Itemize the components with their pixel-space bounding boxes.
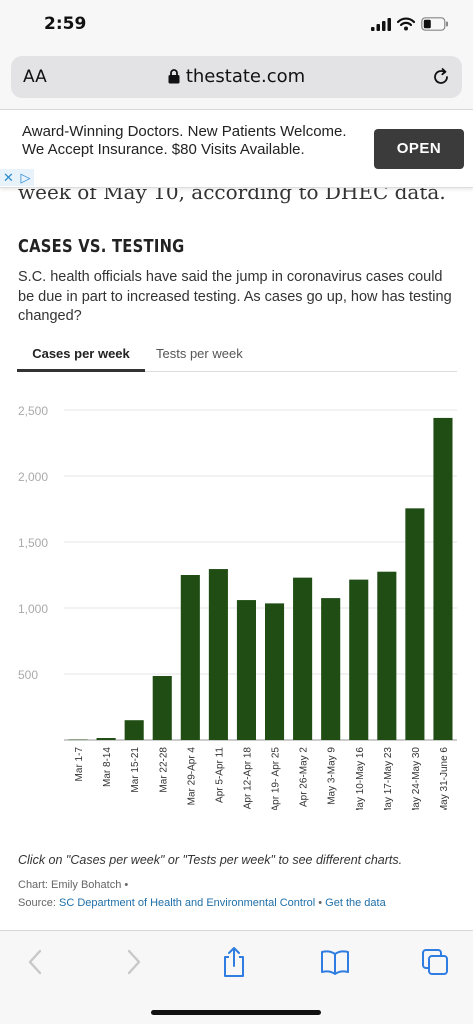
bar[interactable] (124, 720, 144, 740)
x-tick-label: Apr 5-Apr 11 (214, 747, 225, 803)
battery-icon (421, 17, 448, 31)
cases-bar-chart: 500 1,000 1,500 2,000 2,500 Mar 1-7 Mar 8-14 Ma… (18, 404, 457, 810)
source-link[interactable]: SC Department of Health and Environmenta… (58, 897, 316, 909)
source-separator: • (318, 897, 323, 909)
chart-source: Source: SC Department of Health and Envi… (18, 897, 386, 909)
signal-icon (371, 17, 391, 31)
y-tick-label: 1,500 (18, 536, 48, 550)
x-tick-label: Apr 19- Apr 25 (271, 747, 282, 810)
share-icon (224, 947, 244, 977)
forward-icon (127, 949, 141, 975)
x-tick-label: May 24-May 30 (411, 747, 422, 810)
bar[interactable] (293, 577, 313, 740)
ad-choices[interactable]: ✕ ▷ (0, 169, 34, 186)
x-tick-label: May 3-May 9 (327, 747, 338, 805)
lock-icon (168, 69, 180, 84)
intro-paragraph: S.C. health officials have said the jump… (18, 269, 452, 324)
bar[interactable] (433, 417, 453, 740)
y-tick-label: 2,000 (18, 470, 48, 484)
bar[interactable] (349, 579, 369, 740)
source-label: Source: (18, 897, 56, 909)
bar[interactable] (208, 569, 228, 740)
bar[interactable] (68, 739, 88, 741)
status-time: 2:59 (44, 14, 87, 34)
ad-open-button[interactable]: OPEN (374, 129, 464, 169)
tabs-button[interactable] (418, 945, 452, 979)
x-tick-label: Mar 15-21 (130, 747, 141, 793)
aa-label: AA (23, 67, 47, 87)
ad-choices-icon[interactable]: ▷ (17, 169, 34, 186)
x-tick-label: Mar 22-28 (158, 747, 169, 793)
tab-cases-per-week[interactable]: Cases per week (17, 346, 145, 372)
reader-options-button[interactable]: AA (23, 67, 47, 87)
bookmarks-button[interactable] (318, 945, 352, 979)
chart-tabs: Cases per week Tests per week (17, 343, 457, 372)
url-text: thestate.com (185, 66, 306, 87)
tabs-icon (422, 949, 448, 975)
back-button[interactable] (18, 945, 52, 979)
status-bar: 2:59 (0, 0, 473, 52)
bookmarks-icon (321, 950, 349, 975)
x-tick-label: Apr 26-May 2 (299, 747, 310, 807)
browser-toolbar: AA thestate.com (0, 52, 473, 110)
bar[interactable] (96, 738, 116, 740)
y-tick-label: 1,000 (18, 602, 48, 616)
status-icons (371, 17, 449, 31)
x-tick-label: Mar 1-7 (74, 747, 85, 782)
share-button[interactable] (217, 945, 251, 979)
get-data-link[interactable]: Get the data (325, 897, 386, 909)
y-tick-label: 500 (18, 668, 38, 682)
bottom-toolbar (0, 930, 473, 1024)
bar[interactable] (321, 598, 341, 740)
bar[interactable] (152, 675, 172, 740)
bar[interactable] (405, 508, 425, 740)
x-tick-label: May 17-May 23 (383, 747, 394, 810)
x-tick-label: May 10-May 16 (355, 747, 366, 810)
ad-banner[interactable]: Award-Winning Doctors. New Patients Welc… (0, 112, 473, 188)
bar[interactable] (180, 575, 200, 740)
x-tick-label: Mar 29-Apr 4 (186, 747, 197, 806)
address-bar[interactable]: AA thestate.com (11, 56, 462, 98)
reload-icon[interactable] (430, 66, 452, 88)
tab-tests-per-week[interactable]: Tests per week (156, 346, 243, 361)
back-icon (28, 949, 42, 975)
ad-text[interactable]: Award-Winning Doctors. New Patients Welc… (22, 123, 347, 158)
bar[interactable] (236, 600, 257, 740)
url-display[interactable]: thestate.com (11, 66, 462, 87)
x-tick-label: Apr 12-Apr 18 (242, 747, 253, 810)
forward-button[interactable] (117, 945, 151, 979)
chart-credit: Chart: Emily Bohatch • (18, 879, 129, 891)
bar[interactable] (377, 571, 397, 740)
chart-note: Click on "Cases per week" or "Tests per … (18, 853, 403, 867)
section-title: CASES VS. TESTING (18, 236, 185, 257)
y-tick-label: 2,500 (18, 404, 48, 418)
wifi-icon (397, 17, 415, 31)
x-tick-label: May 31-June 6 (439, 747, 450, 810)
bar[interactable] (264, 603, 285, 740)
x-tick-label: Mar 8-14 (102, 747, 113, 787)
ad-choices-close-icon[interactable]: ✕ (0, 169, 17, 186)
home-indicator (151, 1010, 321, 1015)
